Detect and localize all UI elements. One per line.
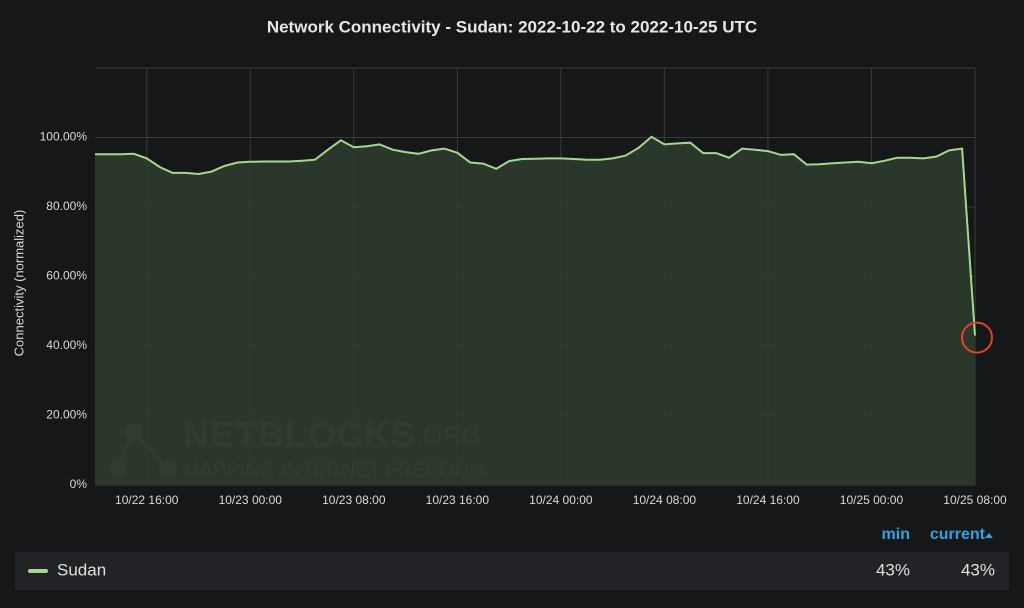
- legend-entry: Sudan: [57, 560, 106, 579]
- x-tick-label: 10/24 00:00: [529, 493, 593, 507]
- x-tick-label: 10/24 08:00: [633, 493, 697, 507]
- legend-row: [15, 552, 1009, 590]
- x-tick-label: 10/24 16:00: [736, 493, 800, 507]
- highlight-circle: [961, 321, 993, 354]
- sort-arrow: [985, 533, 993, 538]
- legend-header: current: [930, 526, 986, 543]
- legend-stat: 43%: [961, 560, 995, 579]
- x-tick-label: 10/23 16:00: [426, 493, 490, 507]
- y-axis-label: Connectivity (normalized): [11, 210, 26, 357]
- x-tick-label: 10/22 16:00: [115, 493, 179, 507]
- y-tick-label: 20.00%: [46, 408, 87, 422]
- area-fill: [95, 136, 975, 486]
- y-tick-label: 80.00%: [46, 199, 87, 213]
- x-tick-label: 10/25 08:00: [943, 493, 1007, 507]
- y-tick-label: 40.00%: [46, 338, 87, 352]
- y-tick-label: 60.00%: [46, 269, 87, 283]
- y-tick-label: 100.00%: [40, 130, 88, 144]
- legend-stat: 43%: [876, 560, 910, 579]
- line: [95, 135, 976, 336]
- x-tick-label: 10/23 00:00: [219, 493, 283, 507]
- x-tick-label: 10/23 08:00: [322, 493, 386, 507]
- legend: min current Sudan 43% 43%: [15, 526, 1009, 590]
- chart-title: Network Connectivity - Sudan: 2022-10-22…: [267, 17, 757, 36]
- y-tick-label: 0%: [70, 477, 88, 491]
- legend-header: min: [882, 526, 910, 543]
- x-tick-label: 10/25 00:00: [840, 493, 904, 507]
- legend-swatch: [28, 569, 48, 573]
